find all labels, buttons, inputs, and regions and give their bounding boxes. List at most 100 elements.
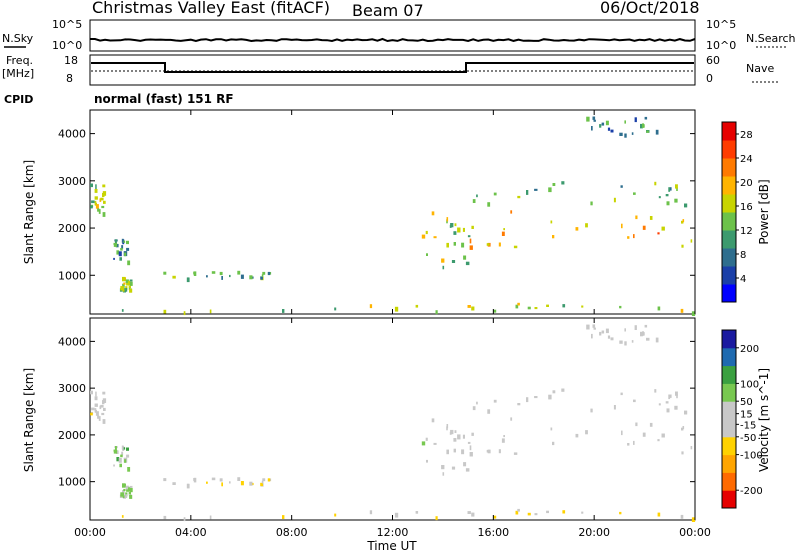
y-tick-label: 4000: [58, 128, 86, 141]
scatter-cell: [631, 132, 634, 135]
nsky-label: N.Sky: [2, 32, 34, 45]
scatter-cell: [486, 243, 490, 246]
scatter-cell: [186, 277, 190, 283]
scatter-cell: [610, 129, 614, 133]
scatter-cell: [601, 330, 605, 334]
noise-tick-bottom-left: 10^0: [52, 39, 82, 52]
scatter-cell: [128, 285, 131, 289]
scatter-cell: [261, 480, 264, 484]
scatter-cell: [690, 446, 693, 450]
scatter-cell: [369, 304, 373, 309]
scatter-cell: [586, 116, 590, 122]
colorbar-tick-label: 16: [740, 202, 753, 213]
noise-trace: [90, 37, 696, 43]
scatter-cell: [435, 516, 438, 521]
colorbar-segment: [722, 212, 736, 231]
scatter-cell: [661, 226, 665, 231]
scatter-cell: [620, 185, 623, 188]
scatter-cell: [221, 482, 223, 487]
nave-label: Nave: [746, 62, 774, 75]
colorbar-tick-label: 24: [740, 154, 753, 165]
scatter-cell: [219, 271, 223, 276]
scatter-cell: [666, 201, 670, 206]
scatter-cell: [561, 388, 565, 392]
noise-tick-bottom-right: 10^0: [706, 39, 736, 52]
power-colorbar: 4 8 12 16 20 24 28: [721, 121, 753, 303]
scatter-cell: [675, 184, 678, 189]
scatter-cell: [607, 335, 611, 339]
velocity-y-ticks: 1000 2000 3000 4000: [58, 335, 695, 489]
scatter-cell: [211, 271, 216, 274]
scatter-cell: [476, 401, 478, 405]
scatter-cell: [334, 307, 337, 311]
scatter-cell: [575, 433, 579, 438]
scatter-cell: [237, 270, 241, 275]
velocity-ylabel: Slant Range [km]: [22, 368, 36, 472]
x-tick-label: 00:00: [679, 526, 711, 539]
scatter-cell: [240, 274, 244, 279]
colorbar-tick-label: 50: [740, 397, 753, 408]
scatter-cell: [610, 337, 614, 341]
scatter-cell: [123, 282, 126, 285]
scatter-cell: [517, 302, 520, 306]
scatter-cell: [501, 438, 505, 443]
scatter-cell: [593, 327, 596, 330]
scatter-cell: [229, 481, 231, 484]
scatter-cell: [668, 394, 671, 400]
scatter-cell: [121, 238, 124, 243]
colorbar-tick-label: -100: [740, 451, 763, 462]
scatter-cell: [453, 242, 456, 246]
x-tick-label: 16:00: [477, 526, 509, 539]
scatter-cell: [635, 422, 638, 427]
noise-tick-top-right: 10^5: [706, 18, 736, 31]
scatter-cell: [442, 265, 445, 270]
scatter-cell: [633, 234, 635, 239]
colorbar-segment: [722, 401, 736, 420]
scatter-cell: [102, 192, 105, 197]
scatter-cell: [102, 212, 106, 217]
x-tick-label: 12:00: [377, 526, 409, 539]
scatter-cell: [493, 399, 497, 403]
scatter-cell: [607, 127, 611, 131]
scatter-cell: [642, 225, 646, 230]
scatter-cell: [124, 252, 127, 257]
scatter-cell: [527, 306, 531, 310]
scatter-cell: [665, 194, 669, 197]
power-ylabel: Slant Range [km]: [22, 160, 36, 264]
noise-panel: N.Sky 10^5 10^0 10^5 10^0 N.Search: [2, 18, 796, 52]
scatter-cell: [613, 197, 616, 203]
scatter-cell: [95, 204, 99, 209]
scatter-cell: [467, 235, 471, 238]
scatter-cell: [90, 205, 93, 209]
colorbar-segment: [722, 122, 736, 141]
scatter-cell: [97, 208, 100, 212]
y-tick-label: 3000: [58, 382, 86, 395]
scatter-cell: [240, 481, 244, 486]
scatter-cell: [101, 205, 105, 209]
x-axis-label: Time UT: [366, 539, 417, 553]
colorbar-segment: [722, 194, 736, 213]
scatter-cell: [486, 449, 490, 453]
scatter-cell: [467, 511, 471, 514]
colorbar-segment: [722, 176, 736, 195]
scatter-cell: [515, 510, 519, 515]
scatter-cell: [515, 304, 519, 309]
colorbar-segment: [722, 230, 736, 249]
freq-panel: Freq. [MHz] 18 8 60 0 Nave: [2, 54, 778, 86]
scatter-cell: [449, 431, 452, 435]
scatter-cell: [113, 449, 118, 454]
scatter-cell: [624, 133, 627, 138]
scatter-cell: [642, 331, 644, 336]
scatter-cell: [605, 120, 609, 126]
scatter-cell: [98, 416, 101, 421]
scatter-cell: [613, 405, 616, 410]
scatter-cell: [94, 200, 97, 206]
scatter-cell: [115, 450, 119, 454]
scatter-cell: [183, 311, 186, 316]
scatter-cell: [193, 477, 197, 483]
scatter-cell: [619, 305, 622, 309]
scatter-cell: [503, 435, 505, 438]
scatter-cell: [193, 271, 197, 276]
scatter-cell: [101, 412, 105, 416]
scatter-cell: [657, 306, 661, 311]
